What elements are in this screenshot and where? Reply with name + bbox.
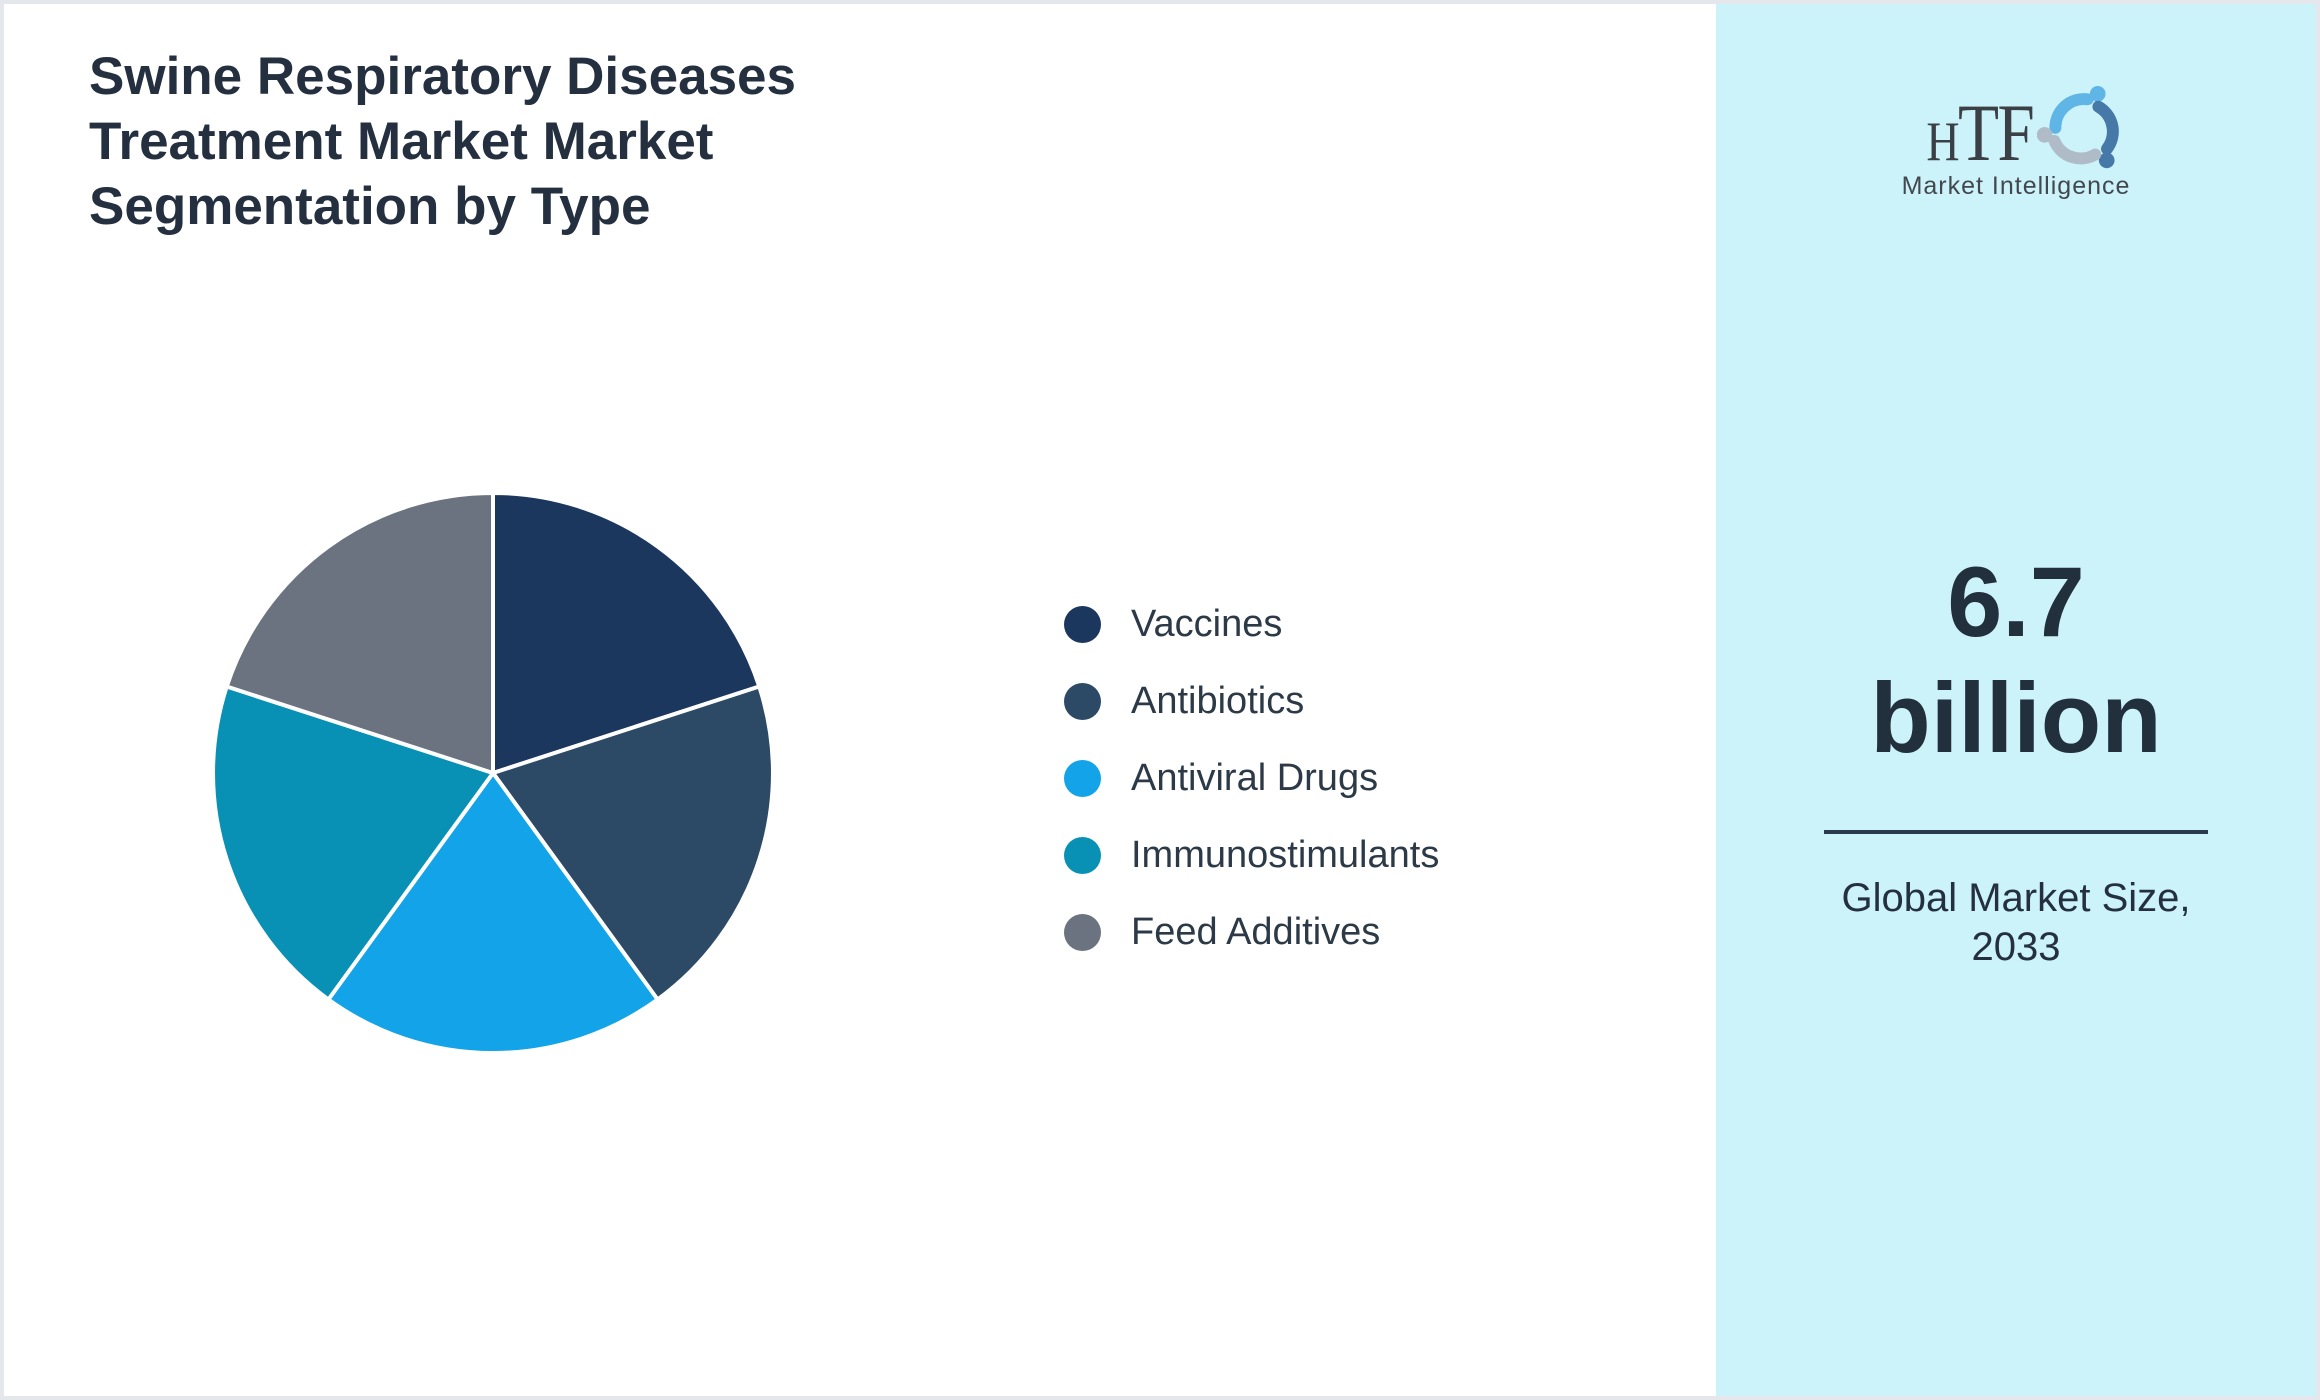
logo-subtext: Market Intelligence: [1901, 172, 2131, 200]
pie-slice-immunostimulants: [211, 684, 495, 1002]
legend-dot-icon: [1064, 913, 1101, 951]
market-size-block: 6.7 billion Global Market Size, 2033: [1716, 544, 2316, 972]
market-size-caption: Global Market Size, 2033: [1841, 876, 2191, 969]
pie-chart: [211, 490, 775, 1055]
market-size-value: 6.7 billion: [1870, 546, 2162, 773]
sidebar: HTF Market Intelligence: [1716, 4, 2316, 1396]
chart-panel: Swine Respiratory Diseases Treatment Mar…: [4, 4, 1716, 1396]
legend-label: Immunostimulants: [1131, 834, 1440, 876]
legend-dot-icon: [1064, 759, 1101, 797]
divider-line: [1824, 830, 2208, 834]
pie-slice-antibiotics: [491, 684, 775, 1002]
logo-row: HTF: [1903, 80, 2129, 174]
legend-label: Feed Additives: [1131, 911, 1381, 953]
legend-dot-icon: [1064, 682, 1101, 720]
legend-label: Vaccines: [1131, 603, 1283, 645]
brand-logo: HTF Market Intelligence: [1716, 80, 2316, 201]
legend-item-feed-additives: Feed Additives: [1064, 913, 1439, 951]
legend-item-vaccines: Vaccines: [1064, 605, 1439, 643]
logo-text-h: H: [1926, 111, 1959, 174]
logo-swirl-icon: [2037, 85, 2119, 169]
legend-item-antiviral-drugs: Antiviral Drugs: [1064, 759, 1439, 797]
logo-text-tf: TF: [1957, 87, 2035, 179]
legend-label: Antiviral Drugs: [1131, 757, 1379, 799]
logo-text: HTF: [1926, 92, 2034, 174]
legend-label: Antibiotics: [1131, 680, 1305, 722]
legend-dot-icon: [1064, 605, 1101, 643]
pie-slice-antiviral-drugs: [326, 771, 660, 1055]
pie-slice-feed-additives: [224, 490, 495, 775]
pie-slice-vaccines: [491, 490, 762, 775]
legend-item-immunostimulants: Immunostimulants: [1064, 836, 1439, 874]
legend: Vaccines Antibiotics Antiviral Drugs Immuno…: [1064, 605, 1439, 951]
legend-item-antibiotics: Antibiotics: [1064, 682, 1439, 720]
page-title: Swine Respiratory Diseases Treatment Mar…: [89, 47, 797, 236]
legend-dot-icon: [1064, 836, 1101, 874]
